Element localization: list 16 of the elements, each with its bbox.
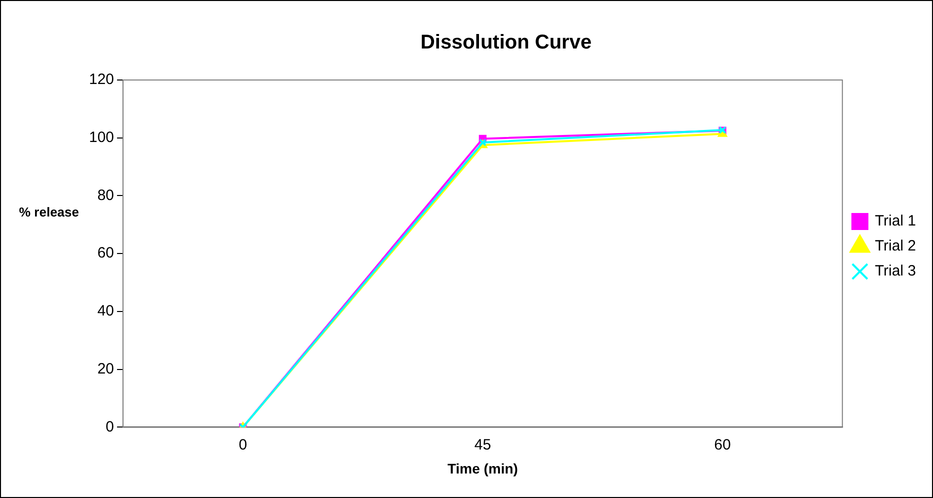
legend-label: Trial 1 <box>874 212 916 230</box>
x-axis-title: Time (min) <box>447 460 518 476</box>
chart-title: Dissolution Curve <box>420 32 592 54</box>
y-tick-label: 40 <box>97 302 114 320</box>
legend-label: Trial 3 <box>874 262 916 280</box>
y-axis-title: % release <box>19 204 79 220</box>
legend-label: Trial 2 <box>874 238 916 255</box>
y-tick-label: 120 <box>88 71 114 88</box>
x-tick-label: 45 <box>474 436 492 454</box>
y-tick-label: 100 <box>88 129 114 146</box>
x-tick-label: 0 <box>238 436 248 454</box>
y-tick-label: 60 <box>97 244 114 262</box>
y-tick-label: 80 <box>97 186 114 204</box>
x-tick-label: 60 <box>714 436 731 454</box>
y-tick-label: 20 <box>97 360 114 378</box>
y-tick-label: 0 <box>106 418 114 436</box>
